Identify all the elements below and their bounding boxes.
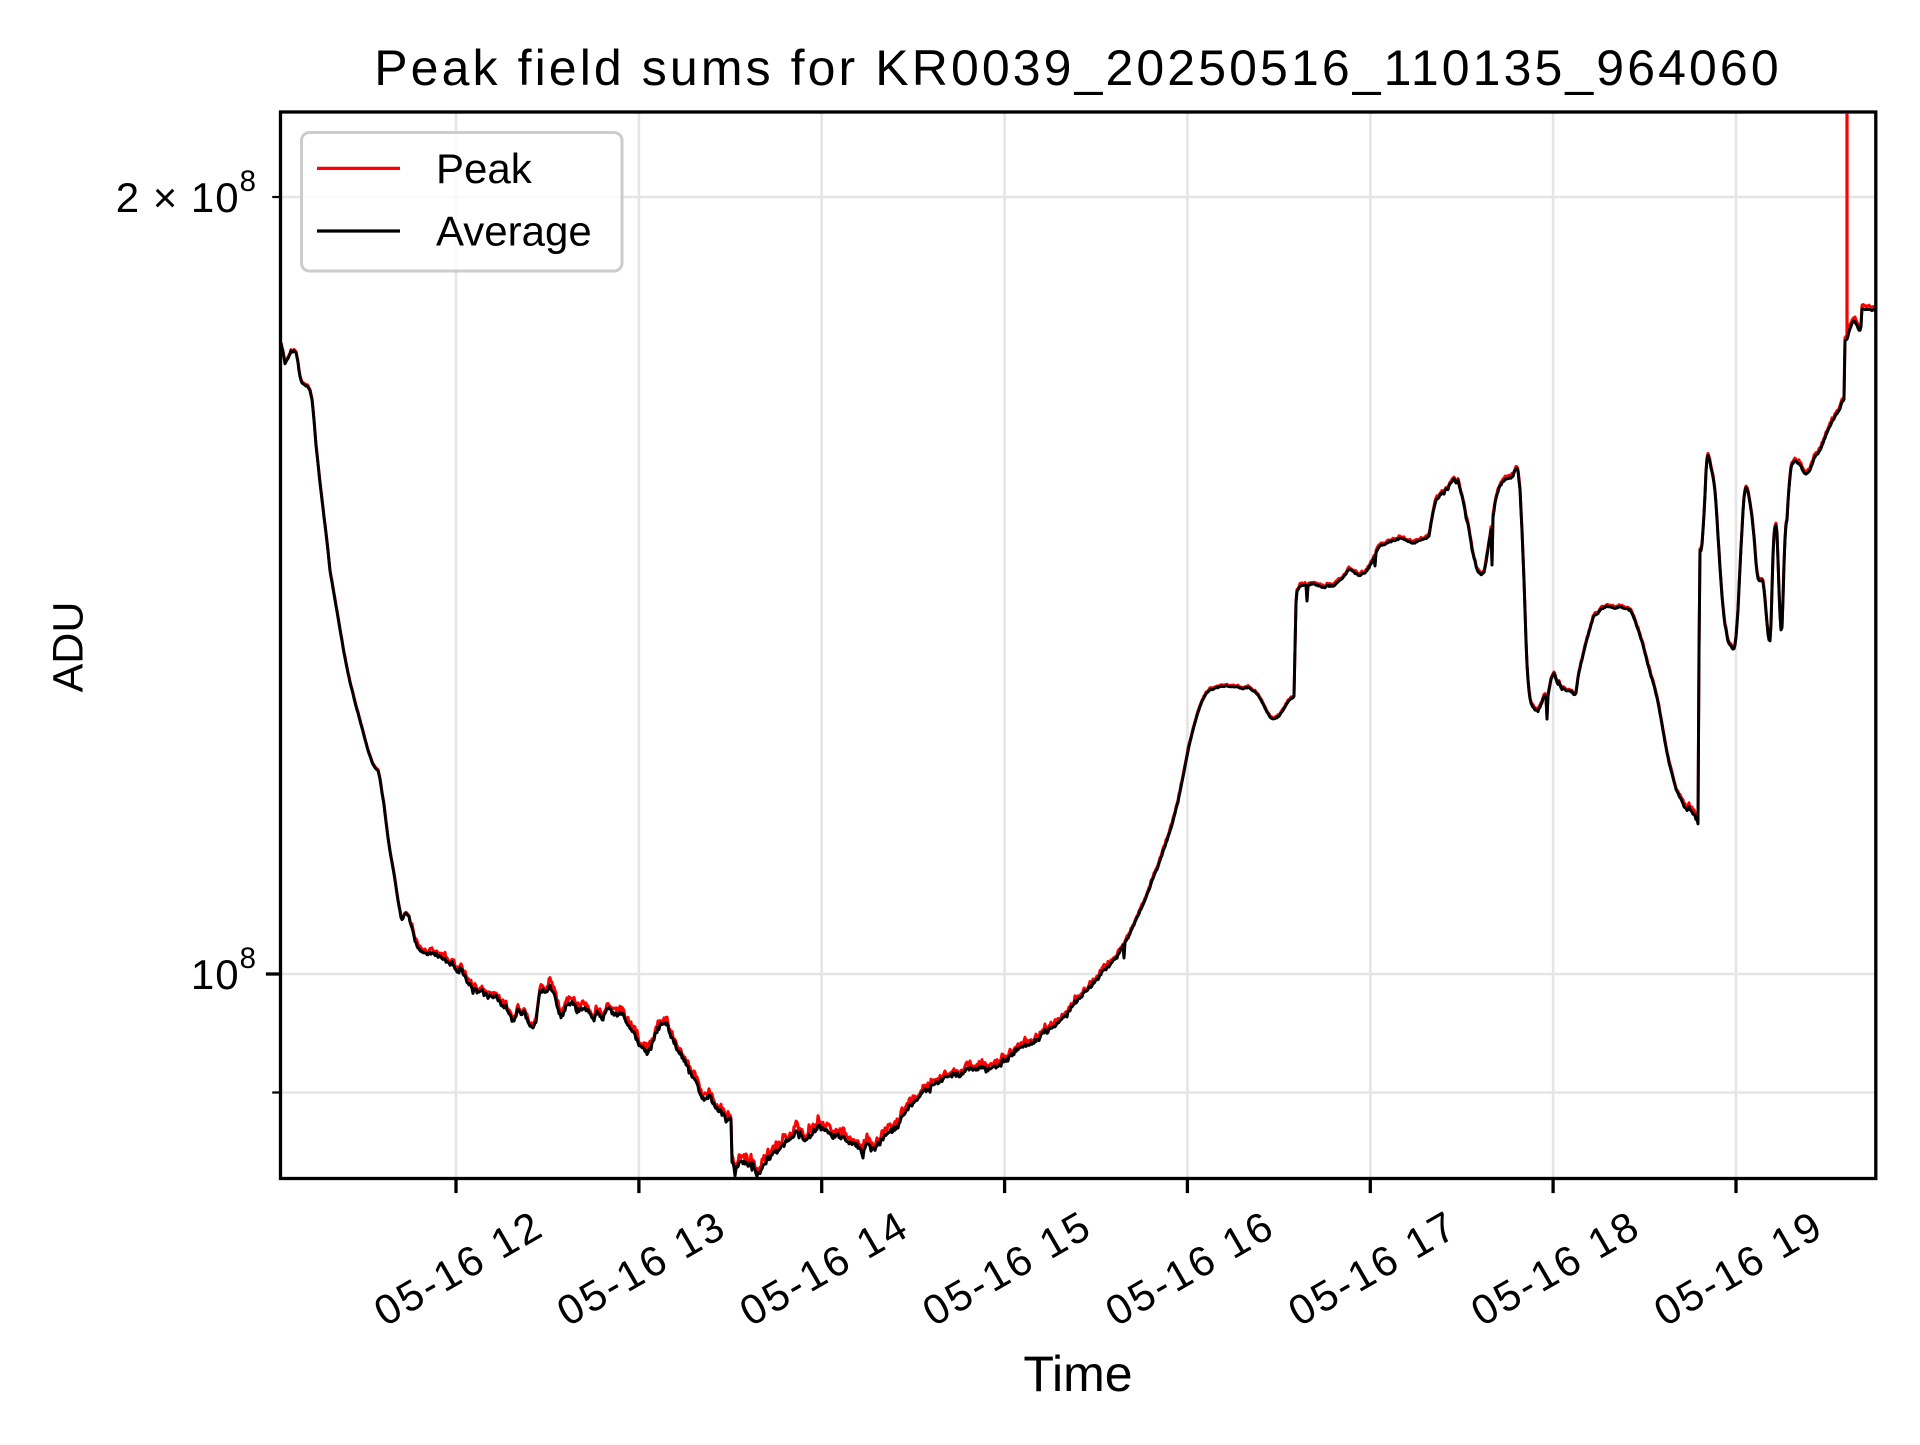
svg-text:Peak field sums for KR0039_202: Peak field sums for KR0039_20250516_1101…	[374, 40, 1782, 96]
svg-text:Time: Time	[1023, 1346, 1132, 1402]
svg-text:ADU: ADU	[45, 602, 93, 693]
svg-text:Peak: Peak	[436, 145, 533, 192]
svg-text:2 × 108: 2 × 108	[116, 165, 257, 221]
svg-text:Average: Average	[436, 208, 592, 255]
